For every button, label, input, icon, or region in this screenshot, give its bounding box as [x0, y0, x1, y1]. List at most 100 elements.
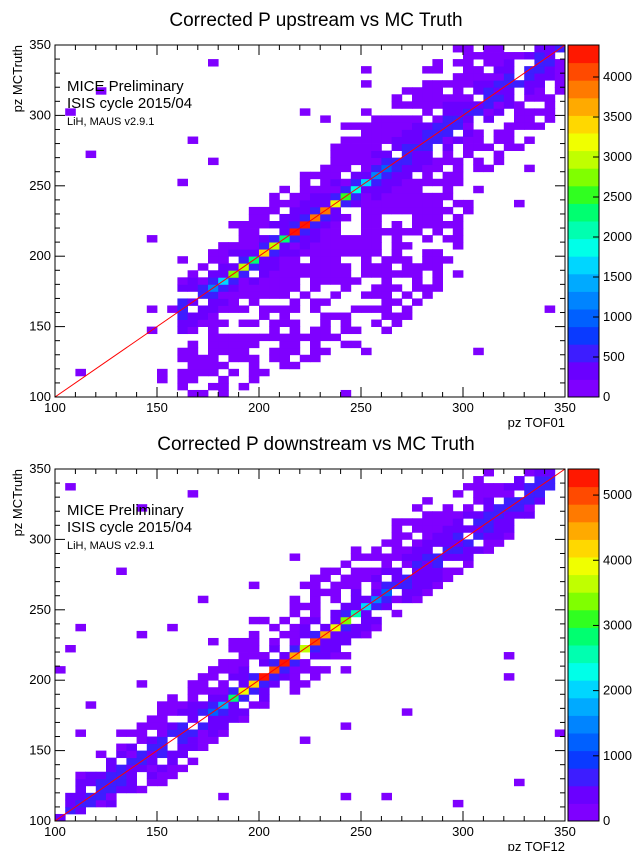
heatmap-cell [340, 249, 352, 257]
heatmap-cell [432, 59, 443, 67]
heatmap-cell [310, 574, 321, 583]
heatmap-cell [197, 354, 209, 363]
heatmap-cell [432, 525, 443, 533]
heatmap-cell [330, 609, 341, 618]
heatmap-cell [514, 101, 525, 109]
heatmap-cell [442, 256, 454, 264]
heatmap-cell [371, 319, 382, 327]
heatmap-cell [544, 59, 556, 67]
color-scale-tick-label: 0 [603, 389, 610, 404]
heatmap-cell [452, 157, 464, 166]
heatmap-cell [524, 497, 535, 505]
heatmap-cell [320, 221, 331, 229]
heatmap-cell [534, 497, 545, 505]
color-scale-tick-label: 2500 [603, 189, 632, 204]
heatmap-cell [187, 680, 199, 688]
diagonal-reference-line [54, 468, 566, 822]
color-scale-segment [568, 326, 599, 345]
heatmap-cell [432, 213, 443, 222]
heatmap-cell [330, 178, 341, 187]
heatmap-cell [493, 150, 505, 159]
heatmap-cell [197, 284, 209, 292]
x-tick-label: 100 [44, 400, 66, 415]
heatmap-cell [371, 263, 382, 271]
heatmap-cell [361, 242, 372, 250]
heatmap-cell [289, 645, 301, 653]
heatmap-cell [106, 757, 117, 766]
heatmap-cell [493, 101, 505, 109]
heatmap-cell [544, 101, 556, 109]
heatmap-cell [228, 659, 239, 667]
heatmap-cell [340, 136, 352, 144]
heatmap-cell [248, 263, 260, 271]
heatmap-cell [320, 249, 331, 257]
heatmap-cell [95, 750, 107, 759]
heatmap-cell [299, 602, 311, 611]
heatmap-cell [218, 319, 229, 327]
heatmap-cell [493, 94, 505, 102]
heatmap-cell [524, 122, 535, 130]
heatmap-cell [340, 602, 352, 611]
heatmap-cell [167, 764, 178, 773]
heatmap-cell [371, 242, 382, 250]
heatmap-cell [350, 122, 362, 130]
heatmap-cell [534, 73, 545, 81]
heatmap-cell [218, 242, 229, 250]
heatmap-cell [473, 80, 484, 88]
heatmap-cell [473, 490, 484, 498]
heatmap-cell [259, 687, 270, 695]
color-scale-tick-label: 0 [603, 813, 610, 828]
heatmap-cell [534, 122, 545, 130]
heatmap-cell [524, 108, 535, 116]
heatmap-cell [371, 143, 382, 151]
heatmap-cell [442, 235, 454, 243]
heatmap-cell [503, 87, 515, 95]
heatmap-cell [503, 532, 515, 540]
heatmap-cell [493, 518, 505, 526]
heatmap-cell [259, 270, 270, 278]
color-scale-segment [568, 62, 599, 81]
heatmap-cell [432, 157, 443, 166]
heatmap-cell [330, 263, 341, 271]
heatmap-cell [412, 518, 423, 526]
heatmap-cell [381, 539, 392, 547]
heatmap-cell [75, 806, 86, 815]
heatmap-cell [310, 235, 321, 243]
y-tick-label: 250 [29, 178, 51, 193]
heatmap-cell [310, 652, 321, 660]
y-tick-label: 350 [29, 37, 51, 52]
color-scale-segment [568, 645, 599, 664]
heatmap-cell [310, 249, 321, 257]
heatmap-cell [116, 778, 127, 787]
heatmap-cell [442, 129, 454, 137]
heatmap-cell [514, 504, 525, 512]
heatmap-cell [340, 164, 352, 173]
heatmap-cell [391, 185, 403, 194]
heatmap-cell [248, 361, 260, 370]
heatmap-cell [157, 729, 168, 737]
heatmap-cell [279, 277, 290, 285]
heatmap-cell [320, 213, 331, 222]
heatmap-cell [483, 497, 494, 505]
heatmap-cell [483, 73, 494, 81]
heatmap-cell [248, 354, 260, 363]
heatmap-cell [259, 305, 270, 313]
heatmap-cell [289, 206, 301, 215]
heatmap-cell [483, 115, 494, 123]
heatmap-cell [361, 221, 372, 229]
heatmap-cell [422, 164, 433, 173]
heatmap-cell [85, 771, 97, 780]
heatmap-cell [279, 256, 290, 264]
heatmap-cell [248, 630, 260, 639]
heatmap-cell [238, 652, 250, 660]
color-scale-segment [568, 609, 599, 628]
heatmap-cell [289, 263, 301, 271]
heatmap-cell [361, 270, 372, 278]
heatmap-cell [310, 242, 321, 250]
heatmap-cell [371, 150, 382, 159]
heatmap-cell [361, 136, 372, 144]
heatmap-cell [340, 652, 352, 660]
heatmap-cell [248, 616, 260, 625]
heatmap-cell [401, 178, 413, 187]
heatmap-cell [279, 333, 290, 342]
